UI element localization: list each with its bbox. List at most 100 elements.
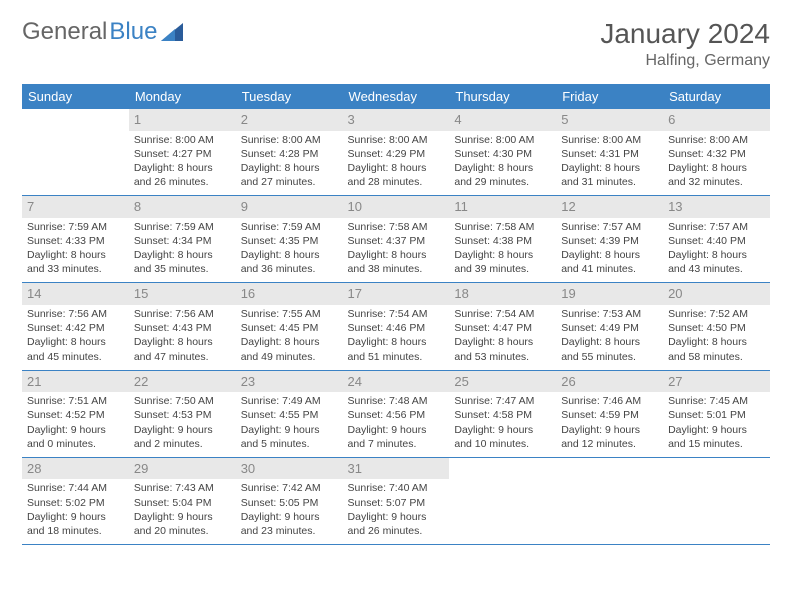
- daylight-text: and 32 minutes.: [668, 175, 765, 189]
- daylight-text: and 5 minutes.: [241, 437, 338, 451]
- daylight-text: and 0 minutes.: [27, 437, 124, 451]
- day-number: 19: [556, 283, 663, 305]
- calendar-day-cell: 11Sunrise: 7:58 AMSunset: 4:38 PMDayligh…: [449, 196, 556, 283]
- sunrise-text: Sunrise: 7:49 AM: [241, 394, 338, 408]
- daylight-text: Daylight: 9 hours: [348, 423, 445, 437]
- daylight-text: and 26 minutes.: [348, 524, 445, 538]
- daylight-text: and 35 minutes.: [134, 262, 231, 276]
- calendar-day-cell: 6Sunrise: 8:00 AMSunset: 4:32 PMDaylight…: [663, 109, 770, 196]
- sunset-text: Sunset: 4:28 PM: [241, 147, 338, 161]
- day-number: 13: [663, 196, 770, 218]
- calendar-day-cell: 23Sunrise: 7:49 AMSunset: 4:55 PMDayligh…: [236, 370, 343, 457]
- logo-text-2: Blue: [109, 18, 157, 46]
- daylight-text: and 51 minutes.: [348, 350, 445, 364]
- sunset-text: Sunset: 4:33 PM: [27, 234, 124, 248]
- day-number: 29: [129, 458, 236, 480]
- calendar-week-row: 14Sunrise: 7:56 AMSunset: 4:42 PMDayligh…: [22, 283, 770, 370]
- sunrise-text: Sunrise: 7:59 AM: [27, 220, 124, 234]
- daylight-text: Daylight: 9 hours: [134, 423, 231, 437]
- day-number: 4: [449, 109, 556, 131]
- sunrise-text: Sunrise: 8:00 AM: [561, 133, 658, 147]
- calendar-day-cell: 27Sunrise: 7:45 AMSunset: 5:01 PMDayligh…: [663, 370, 770, 457]
- daylight-text: Daylight: 8 hours: [241, 248, 338, 262]
- sunrise-text: Sunrise: 7:51 AM: [27, 394, 124, 408]
- sunset-text: Sunset: 4:32 PM: [668, 147, 765, 161]
- calendar-day-cell: 24Sunrise: 7:48 AMSunset: 4:56 PMDayligh…: [343, 370, 450, 457]
- logo-text-1: General: [22, 18, 107, 46]
- day-number: 5: [556, 109, 663, 131]
- daylight-text: and 33 minutes.: [27, 262, 124, 276]
- calendar-day-cell: 3Sunrise: 8:00 AMSunset: 4:29 PMDaylight…: [343, 109, 450, 196]
- weekday-header: Sunday: [22, 84, 129, 109]
- sunrise-text: Sunrise: 7:57 AM: [668, 220, 765, 234]
- weekday-header: Wednesday: [343, 84, 450, 109]
- sunrise-text: Sunrise: 7:55 AM: [241, 307, 338, 321]
- sunset-text: Sunset: 5:02 PM: [27, 496, 124, 510]
- daylight-text: Daylight: 8 hours: [241, 335, 338, 349]
- sunrise-text: Sunrise: 8:00 AM: [668, 133, 765, 147]
- daylight-text: Daylight: 8 hours: [454, 335, 551, 349]
- daylight-text: Daylight: 8 hours: [454, 248, 551, 262]
- daylight-text: Daylight: 9 hours: [241, 423, 338, 437]
- day-number: 9: [236, 196, 343, 218]
- calendar-day-cell: 13Sunrise: 7:57 AMSunset: 4:40 PMDayligh…: [663, 196, 770, 283]
- calendar-day-cell: 20Sunrise: 7:52 AMSunset: 4:50 PMDayligh…: [663, 283, 770, 370]
- sunset-text: Sunset: 4:55 PM: [241, 408, 338, 422]
- day-number: 14: [22, 283, 129, 305]
- daylight-text: and 7 minutes.: [348, 437, 445, 451]
- day-number: 26: [556, 371, 663, 393]
- sunrise-text: Sunrise: 7:42 AM: [241, 481, 338, 495]
- calendar-day-cell: 28Sunrise: 7:44 AMSunset: 5:02 PMDayligh…: [22, 457, 129, 544]
- sunset-text: Sunset: 4:47 PM: [454, 321, 551, 335]
- day-number: 22: [129, 371, 236, 393]
- sunrise-text: Sunrise: 7:53 AM: [561, 307, 658, 321]
- sunrise-text: Sunrise: 7:56 AM: [27, 307, 124, 321]
- calendar-week-row: 7Sunrise: 7:59 AMSunset: 4:33 PMDaylight…: [22, 196, 770, 283]
- day-number: 10: [343, 196, 450, 218]
- sunset-text: Sunset: 4:43 PM: [134, 321, 231, 335]
- day-number: 28: [22, 458, 129, 480]
- daylight-text: and 28 minutes.: [348, 175, 445, 189]
- daylight-text: and 43 minutes.: [668, 262, 765, 276]
- daylight-text: Daylight: 9 hours: [454, 423, 551, 437]
- day-number: 1: [129, 109, 236, 131]
- sunset-text: Sunset: 4:53 PM: [134, 408, 231, 422]
- daylight-text: Daylight: 8 hours: [668, 161, 765, 175]
- sunset-text: Sunset: 4:34 PM: [134, 234, 231, 248]
- daylight-text: Daylight: 9 hours: [241, 510, 338, 524]
- day-number: 24: [343, 371, 450, 393]
- daylight-text: and 31 minutes.: [561, 175, 658, 189]
- sunrise-text: Sunrise: 7:40 AM: [348, 481, 445, 495]
- sunset-text: Sunset: 4:45 PM: [241, 321, 338, 335]
- sunrise-text: Sunrise: 7:50 AM: [134, 394, 231, 408]
- calendar-day-cell: 16Sunrise: 7:55 AMSunset: 4:45 PMDayligh…: [236, 283, 343, 370]
- weekday-header: Tuesday: [236, 84, 343, 109]
- sunrise-text: Sunrise: 7:54 AM: [348, 307, 445, 321]
- daylight-text: and 27 minutes.: [241, 175, 338, 189]
- day-number: 3: [343, 109, 450, 131]
- calendar-day-cell: 18Sunrise: 7:54 AMSunset: 4:47 PMDayligh…: [449, 283, 556, 370]
- daylight-text: and 38 minutes.: [348, 262, 445, 276]
- sunset-text: Sunset: 4:29 PM: [348, 147, 445, 161]
- daylight-text: and 20 minutes.: [134, 524, 231, 538]
- daylight-text: Daylight: 8 hours: [561, 248, 658, 262]
- daylight-text: and 55 minutes.: [561, 350, 658, 364]
- calendar-day-cell: 22Sunrise: 7:50 AMSunset: 4:53 PMDayligh…: [129, 370, 236, 457]
- calendar-day-cell: [663, 457, 770, 544]
- sunrise-text: Sunrise: 8:00 AM: [241, 133, 338, 147]
- sunset-text: Sunset: 4:38 PM: [454, 234, 551, 248]
- daylight-text: and 58 minutes.: [668, 350, 765, 364]
- daylight-text: and 53 minutes.: [454, 350, 551, 364]
- daylight-text: and 41 minutes.: [561, 262, 658, 276]
- sunset-text: Sunset: 4:58 PM: [454, 408, 551, 422]
- calendar-header-row: SundayMondayTuesdayWednesdayThursdayFrid…: [22, 84, 770, 109]
- daylight-text: Daylight: 9 hours: [668, 423, 765, 437]
- daylight-text: and 29 minutes.: [454, 175, 551, 189]
- sunset-text: Sunset: 4:27 PM: [134, 147, 231, 161]
- sunset-text: Sunset: 4:46 PM: [348, 321, 445, 335]
- location-label: Halfing, Germany: [600, 52, 770, 70]
- day-number: 30: [236, 458, 343, 480]
- calendar-day-cell: 9Sunrise: 7:59 AMSunset: 4:35 PMDaylight…: [236, 196, 343, 283]
- calendar-day-cell: 7Sunrise: 7:59 AMSunset: 4:33 PMDaylight…: [22, 196, 129, 283]
- daylight-text: and 47 minutes.: [134, 350, 231, 364]
